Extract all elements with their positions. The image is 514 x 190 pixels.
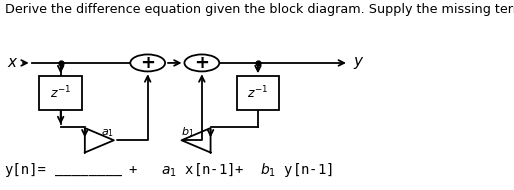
Polygon shape [85, 128, 114, 153]
Circle shape [185, 55, 219, 71]
Bar [40, 76, 82, 110]
Text: +: + [194, 54, 209, 72]
Text: $y$: $y$ [353, 55, 364, 71]
Bar [236, 76, 279, 110]
Text: +   $a_1$ x[n-1]+  $b_1$ y[n-1]: + $a_1$ x[n-1]+ $b_1$ y[n-1] [128, 162, 333, 179]
Text: $z^{-1}$: $z^{-1}$ [50, 85, 71, 101]
Text: $z^{-1}$: $z^{-1}$ [247, 85, 269, 101]
Text: $a_1$: $a_1$ [101, 127, 114, 139]
Text: $x$: $x$ [7, 55, 18, 70]
Circle shape [130, 55, 165, 71]
Text: Derive the difference equation given the block diagram. Supply the missing term: Derive the difference equation given the… [5, 3, 514, 16]
Text: +: + [140, 54, 155, 72]
Text: ________: ________ [55, 163, 122, 177]
Text: y[n]=: y[n]= [5, 163, 46, 177]
Text: $b_1$: $b_1$ [181, 126, 194, 139]
Polygon shape [181, 128, 211, 153]
